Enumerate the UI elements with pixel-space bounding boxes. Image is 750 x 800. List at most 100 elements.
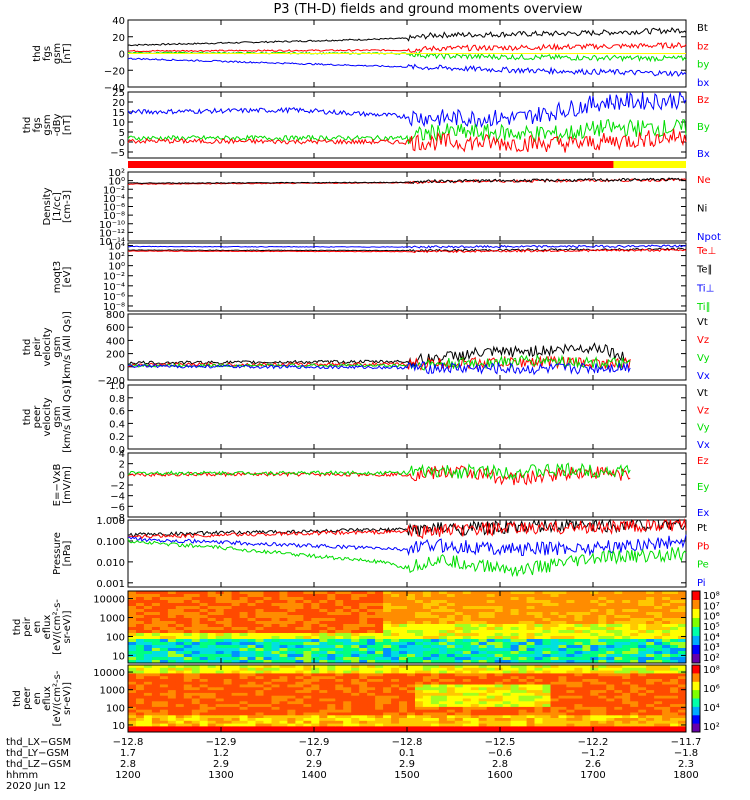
heatmap-cell <box>359 718 368 722</box>
heatmap-cell <box>239 695 249 699</box>
heatmap-cell <box>399 698 408 702</box>
heatmap-cell <box>415 600 424 604</box>
heatmap-cell <box>478 709 488 713</box>
heatmap-cell <box>191 618 201 622</box>
heatmap-cell <box>502 692 512 697</box>
heatmap-cell <box>542 718 551 722</box>
heatmap-cell <box>136 709 145 713</box>
heatmap-cell <box>207 651 217 655</box>
heatmap-cell <box>199 651 209 655</box>
heatmap-cell <box>319 597 328 601</box>
heatmap-cell <box>462 690 472 694</box>
heatmap-cell <box>662 624 671 628</box>
heatmap-cell <box>550 704 559 708</box>
heatmap-cell <box>598 648 607 652</box>
heatmap-cell <box>494 715 504 719</box>
heatmap-cell <box>383 657 392 661</box>
heatmap-cell <box>415 609 424 613</box>
heatmap-cell <box>606 692 615 697</box>
heatmap-cell <box>151 720 161 725</box>
colorbar-tick-label: 10⁵ <box>703 622 720 633</box>
heatmap-cell <box>407 606 416 610</box>
heatmap-cell <box>247 706 257 711</box>
heatmap-cell <box>199 718 209 722</box>
heatmap-cell <box>502 594 512 598</box>
heatmap-cell <box>383 630 392 634</box>
heatmap-cell <box>239 690 249 694</box>
heatmap-cell <box>167 636 177 640</box>
heatmap-cell <box>287 594 296 598</box>
heatmap-cell <box>630 624 639 628</box>
heatmap-cell <box>167 676 177 680</box>
heatmap-cell <box>430 692 440 697</box>
heatmap-cell <box>422 627 432 631</box>
axis-row-value: −12.9 <box>299 737 330 748</box>
heatmap-cell <box>231 690 241 694</box>
heatmap-cell <box>223 726 233 730</box>
heatmap-cell <box>670 624 679 628</box>
heatmap-cell <box>518 636 528 640</box>
heatmap-cell <box>542 709 551 713</box>
heatmap-cell <box>638 665 647 669</box>
heatmap-cell <box>183 627 193 631</box>
heatmap-cell <box>478 645 488 649</box>
heatmap-cell <box>151 657 161 661</box>
y-axis-label: thd fgs gsm [nT] <box>32 43 73 64</box>
heatmap-cell <box>494 681 504 686</box>
heatmap-cell <box>223 692 233 697</box>
heatmap-cell <box>287 684 296 688</box>
heatmap-cell <box>239 606 249 610</box>
axis-row-label: thd_LZ−GSM <box>6 759 71 770</box>
heatmap-cell <box>454 706 464 711</box>
heatmap-cell <box>295 729 304 733</box>
panel-frame <box>127 452 687 518</box>
heatmap-cell <box>351 670 360 674</box>
heatmap-cell <box>167 667 177 672</box>
heatmap-cell <box>510 600 520 604</box>
heatmap-cell <box>518 651 528 655</box>
heatmap-cell <box>486 591 496 595</box>
heatmap-cell <box>351 712 360 716</box>
series-Bt <box>127 27 687 47</box>
heatmap-cell <box>231 627 241 631</box>
heatmap-cell <box>383 594 392 598</box>
heatmap-cell <box>215 712 225 716</box>
heatmap-cell <box>279 633 288 637</box>
heatmap-cell <box>343 729 352 733</box>
heatmap-cell <box>550 720 559 725</box>
y-axis-label-line: thd <box>22 339 33 356</box>
heatmap-cell <box>271 679 280 683</box>
heatmap-cell <box>367 690 376 694</box>
heatmap-cell <box>255 723 264 727</box>
heatmap-cell <box>367 615 376 619</box>
heatmap-cell <box>231 695 241 699</box>
y-axis-label-line: [km/s (All Qs)] <box>62 311 73 383</box>
heatmap-cell <box>606 726 615 730</box>
heatmap-cell <box>518 645 528 649</box>
heatmap-cell <box>391 690 400 694</box>
heatmap-cell <box>598 600 607 604</box>
heatmap-cell <box>430 670 440 674</box>
heatmap-cell <box>215 630 225 634</box>
heatmap-cell <box>359 630 368 634</box>
heatmap-cell <box>359 712 368 716</box>
heatmap-cell <box>542 684 551 688</box>
heatmap-cell <box>462 706 472 711</box>
heatmap-cell <box>518 603 528 607</box>
heatmap-cell <box>574 591 583 595</box>
heatmap-cell <box>502 715 512 719</box>
heatmap-cell <box>550 723 559 727</box>
heatmap-cell <box>375 642 384 646</box>
heatmap-cell <box>510 657 520 661</box>
heatmap-cell <box>534 594 543 598</box>
heatmap-cell <box>263 624 272 628</box>
heatmap-cell <box>438 639 448 643</box>
heatmap-cell <box>630 648 639 652</box>
heatmap-cell <box>335 642 344 646</box>
heatmap-cell <box>462 606 472 610</box>
heatmap-cell <box>646 600 655 604</box>
heatmap-cell <box>670 630 679 634</box>
heatmap-cell <box>271 633 280 637</box>
heatmap-cell <box>199 726 209 730</box>
heatmap-cell <box>654 633 663 637</box>
